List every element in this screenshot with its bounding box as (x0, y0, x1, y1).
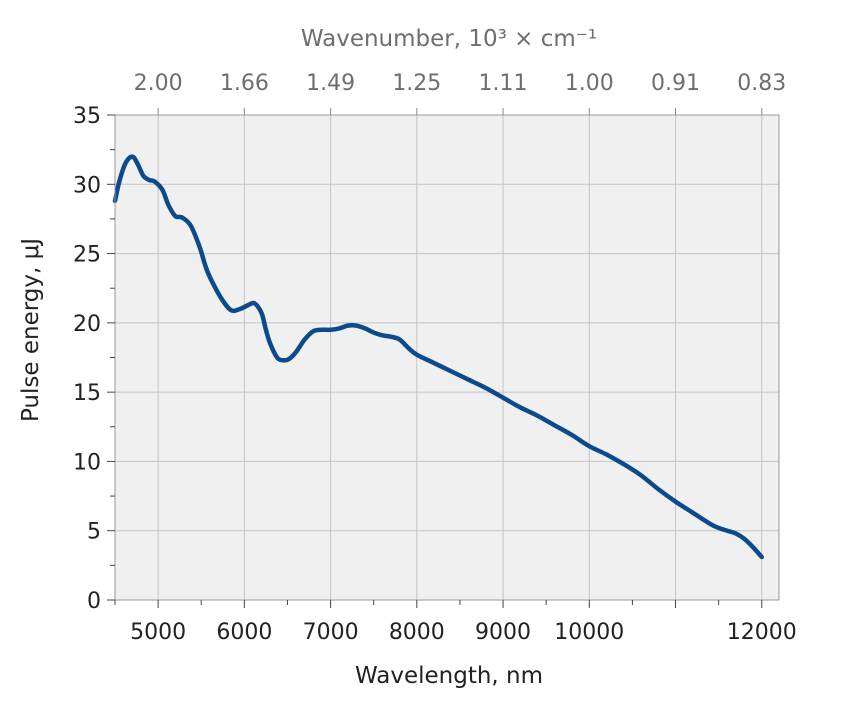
top-tick-label: 1.00 (565, 71, 614, 96)
x-tick-label: 12000 (727, 620, 797, 645)
top-tick-label: 1.66 (220, 71, 269, 96)
series-line (112, 154, 764, 560)
y-tick-label: 20 (73, 312, 101, 337)
y-tick-label: 15 (73, 381, 101, 406)
y-tick-label: 30 (73, 173, 101, 198)
plot-area (115, 115, 779, 600)
top-tick-label: 2.00 (134, 71, 183, 96)
top-tick-label: 0.91 (651, 71, 700, 96)
x-axis-title: Wavelength, nm (355, 663, 543, 689)
x-tick-label: 6000 (216, 620, 272, 645)
x-tick-label: 7000 (303, 620, 359, 645)
y-axis-title: Pulse energy, μJ (18, 238, 44, 422)
top-axis-title: Wavenumber, 10³ × cm⁻¹ (301, 26, 597, 52)
x-tick-label: 8000 (389, 620, 445, 645)
x-tick-label: 10000 (554, 620, 624, 645)
top-tick-label: 1.49 (306, 71, 355, 96)
y-tick-label: 0 (87, 589, 101, 614)
top-tick-label: 1.11 (479, 71, 528, 96)
y-tick-label: 35 (73, 104, 101, 129)
top-tick-label: 1.25 (392, 71, 441, 96)
x-tick-label: 5000 (130, 620, 186, 645)
x-tick-label: 9000 (475, 620, 531, 645)
y-tick-label: 5 (87, 520, 101, 545)
y-tick-label: 25 (73, 243, 101, 268)
top-tick-label: 0.83 (737, 71, 786, 96)
y-tick-label: 10 (73, 450, 101, 475)
